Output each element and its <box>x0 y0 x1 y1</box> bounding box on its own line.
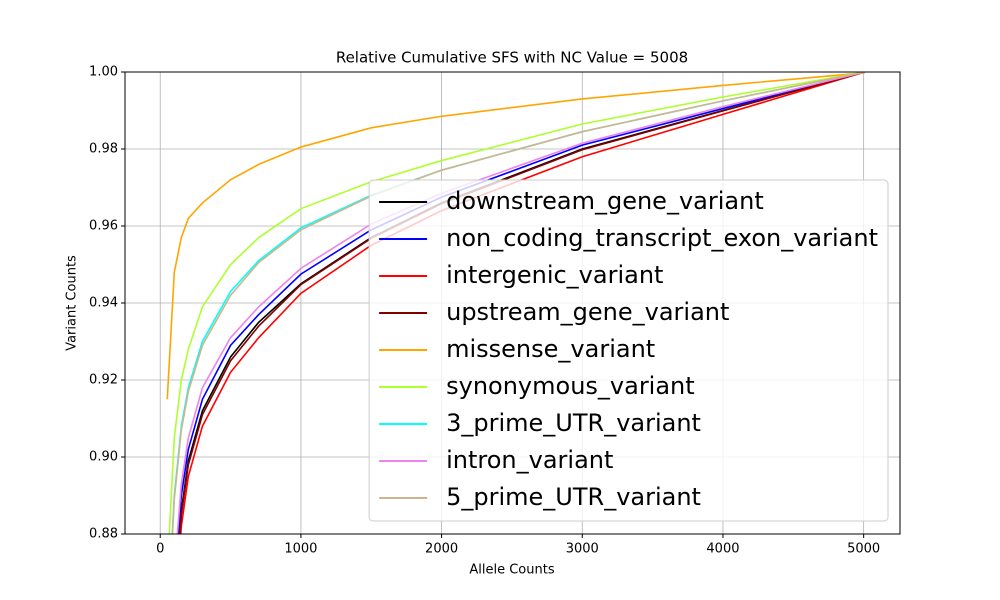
legend-label: upstream_gene_variant <box>446 298 729 326</box>
legend-label: missense_variant <box>446 335 655 363</box>
ticks: 0 1000 2000 3000 4000 5000 0.88 0.90 0.92 0.94 0.9… <box>89 65 880 557</box>
y-tick-label: 0.92 <box>89 373 118 388</box>
series-line <box>179 72 865 534</box>
x-tick-label: 0 <box>156 542 164 557</box>
series-line <box>179 72 865 534</box>
legend-label: 3_prime_UTR_variant <box>446 409 701 437</box>
series-line <box>166 72 865 400</box>
x-tick-label: 5000 <box>847 542 880 557</box>
legend-label: intron_variant <box>446 446 613 474</box>
legend-box <box>368 179 889 522</box>
series-line <box>176 72 865 534</box>
y-tick-label: 0.88 <box>89 527 118 542</box>
plot-area <box>166 72 865 534</box>
legend-label: downstream_gene_variant <box>446 187 764 215</box>
x-tick-label: 1000 <box>284 542 317 557</box>
y-tick-label: 0.94 <box>89 296 118 311</box>
series-line <box>168 72 865 534</box>
y-axis-label: Variant Counts <box>65 255 80 351</box>
chart-title: Relative Cumulative SFS with NC Value = … <box>336 49 688 67</box>
x-axis-label: Allele Counts <box>469 563 554 578</box>
y-tick-label: 1.00 <box>89 65 118 80</box>
y-tick-label: 0.90 <box>89 450 118 465</box>
legend-label: 5_prime_UTR_variant <box>446 483 701 511</box>
x-tick-label: 4000 <box>706 542 739 557</box>
series-line <box>177 72 865 534</box>
x-tick-label: 2000 <box>425 542 458 557</box>
series-line <box>171 72 865 534</box>
y-tick-label: 0.98 <box>89 142 118 157</box>
legend-label: synonymous_variant <box>446 372 695 400</box>
legend: downstream_gene_variant non_coding_transc… <box>368 179 889 522</box>
y-tick-label: 0.96 <box>89 219 118 234</box>
legend-label: non_coding_transcript_exon_variant <box>446 224 878 252</box>
legend-label: intergenic_variant <box>446 261 663 289</box>
x-tick-label: 3000 <box>566 542 599 557</box>
